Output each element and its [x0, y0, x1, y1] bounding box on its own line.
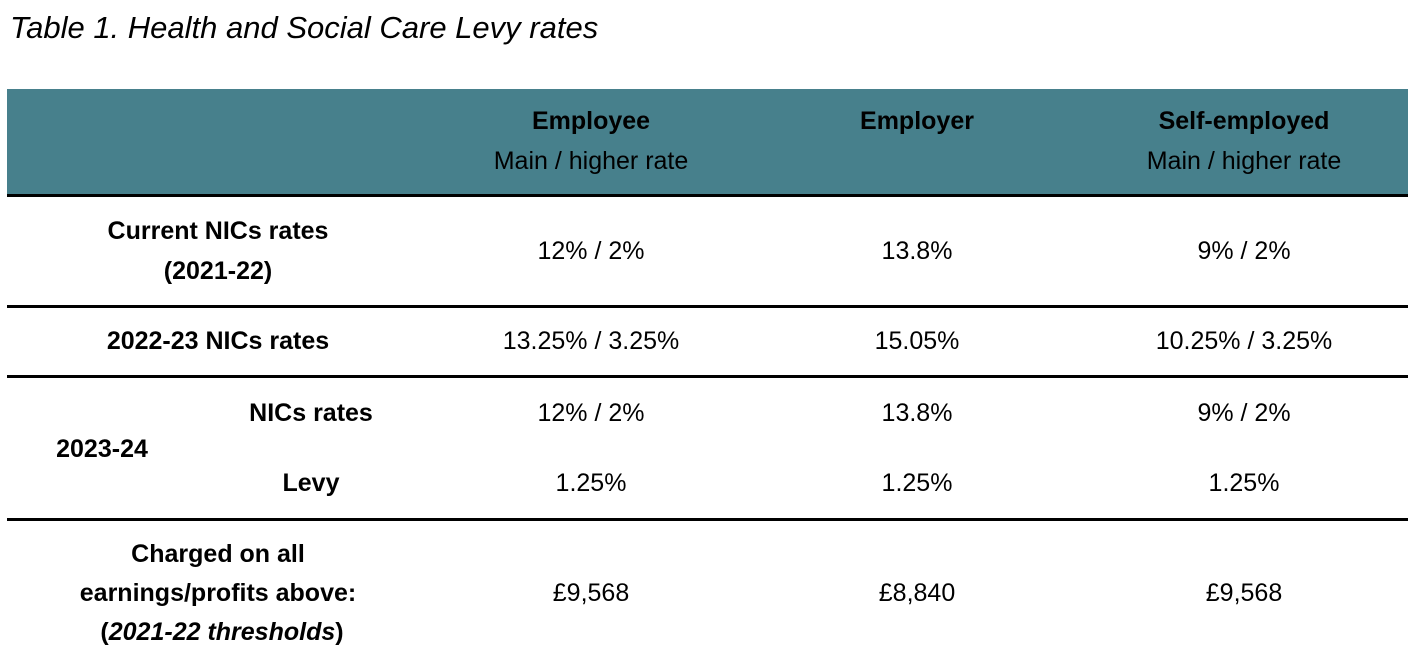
cell: 9% / 2%: [1197, 399, 1291, 427]
paren: (: [100, 618, 109, 646]
divider: [7, 518, 1408, 521]
cell: 13.8%: [881, 237, 953, 265]
row-threshold-label-2: earnings/profits above:: [79, 579, 357, 607]
cell: 1.25%: [881, 469, 953, 497]
cell: 13.8%: [881, 399, 953, 427]
cell: 12% / 2%: [537, 399, 645, 427]
cell: £9,568: [1205, 579, 1283, 607]
cell: 15.05%: [874, 327, 960, 355]
cell: 1.25%: [555, 469, 627, 497]
paren: ): [335, 618, 344, 646]
row-2223-label: 2022-23 NICs rates: [106, 327, 330, 355]
cell: 1.25%: [1208, 469, 1280, 497]
row-threshold-label-3: (2021-22 thresholds): [100, 613, 343, 652]
row-2324-label: 2023-24: [56, 435, 148, 463]
threshold-year: 2021-22 thresholds: [108, 618, 336, 646]
cell: 12% / 2%: [537, 237, 645, 265]
cell: £9,568: [552, 579, 630, 607]
divider: [7, 194, 1408, 197]
row-current-label-year: (2021-22): [163, 257, 273, 285]
table-header: [7, 89, 1408, 195]
divider: [7, 305, 1408, 308]
row-2324-levy-label: Levy: [282, 469, 340, 497]
row-threshold-label: Charged on all: [131, 540, 305, 568]
table-title: Table 1. Health and Social Care Levy rat…: [10, 10, 599, 45]
cell: 13.25% / 3.25%: [502, 327, 680, 355]
cell: 9% / 2%: [1197, 237, 1291, 265]
col-self-employed-sub: Main / higher rate: [1146, 147, 1342, 175]
row-2324-nics-label: NICs rates: [249, 399, 373, 427]
cell: £8,840: [878, 579, 956, 607]
cell: 10.25% / 3.25%: [1155, 327, 1333, 355]
col-employee: Employee: [531, 107, 651, 135]
col-self-employed: Self-employed: [1158, 107, 1330, 135]
col-employee-sub: Main / higher rate: [493, 147, 689, 175]
divider: [7, 375, 1408, 378]
row-current-label: Current NICs rates: [107, 217, 329, 245]
col-employer: Employer: [860, 107, 974, 135]
